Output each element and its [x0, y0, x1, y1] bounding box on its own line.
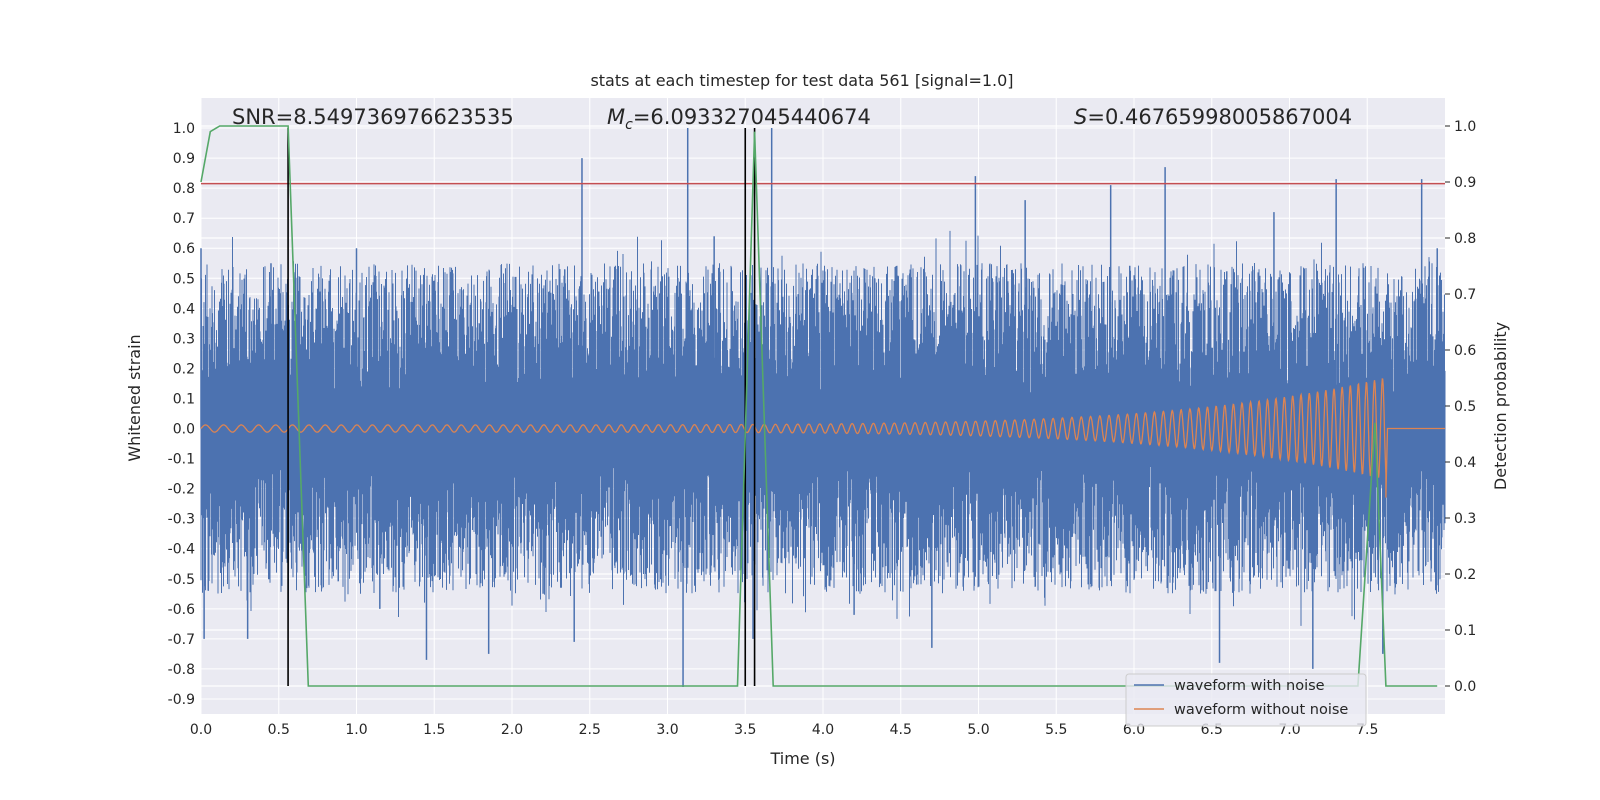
y-axis-label-right: Detection probability [1491, 322, 1510, 490]
y-right-tick-label: 0.8 [1454, 231, 1476, 247]
legend-label-noise: waveform with noise [1174, 678, 1325, 694]
y-tick-label: -0.3 [168, 512, 195, 528]
axis-ticks: 0.0 0.5 1.0 1.5 2.0 2.5 3.0 3.5 4.0 4.5 5.0 5.5 6.0 6… [168, 119, 1477, 738]
y-tick-label: -0.7 [168, 632, 195, 648]
y-axis-label: Whitened strain [125, 334, 144, 461]
chirp-path [200, 378, 1445, 498]
y-tick-label: 0.6 [173, 241, 195, 257]
y-tick-label: -0.8 [168, 662, 195, 678]
y-right-tick-label: 0.7 [1454, 287, 1476, 303]
legend: waveform with noise waveform without noi… [1125, 673, 1367, 727]
x-tick-label: 3.5 [734, 722, 756, 738]
y-tick-label: 1.0 [173, 121, 195, 137]
y-tick-label: -0.6 [168, 602, 195, 618]
y-right-tick-label: 0.3 [1454, 511, 1476, 527]
x-tick-label: 5.5 [1045, 722, 1067, 738]
y-right-tick-label: 0.1 [1454, 623, 1476, 639]
x-tick-label: 4.5 [890, 722, 912, 738]
y-tick-label: 0.5 [173, 271, 195, 287]
y-right-tick-label: 0.0 [1454, 679, 1476, 695]
y-tick-label: 0.3 [173, 331, 195, 347]
waveform-with-noise-line [200, 128, 1446, 687]
y-right-tick-label: 0.5 [1454, 399, 1476, 415]
x-tick-label: 2.5 [579, 722, 601, 738]
x-tick-label: 5.0 [967, 722, 989, 738]
x-tick-label: 3.0 [656, 722, 678, 738]
x-tick-label: 4.0 [812, 722, 834, 738]
y-tick-label: 0.2 [173, 361, 195, 377]
chirp-mass-subscript: c [625, 117, 633, 133]
y-right-tick-label: 0.6 [1454, 343, 1476, 359]
chirp-mass-stat: Mc=6.093327045440674 [607, 105, 871, 133]
y-tick-label: 0.9 [173, 151, 195, 167]
s-symbol: S [1074, 105, 1087, 129]
y-right-tick-label: 0.2 [1454, 567, 1476, 583]
chirp-mass-value: =6.093327045440674 [633, 105, 871, 129]
x-tick-label: 0.5 [268, 722, 290, 738]
s-stat: S=0.46765998005867004 [1074, 105, 1352, 129]
y-tick-label: -0.9 [168, 692, 195, 708]
y-right-tick-label: 0.9 [1454, 175, 1476, 191]
y-tick-label: -0.1 [168, 452, 195, 468]
y-tick-label: -0.4 [168, 542, 195, 558]
waveform-without-noise-line [200, 378, 1445, 498]
y-tick-label: 0.8 [173, 181, 195, 197]
y-tick-label: -0.2 [168, 482, 195, 498]
x-tick-label: 0.0 [190, 722, 212, 738]
x-axis-label: Time (s) [769, 749, 835, 768]
chirp-mass-symbol: M [607, 105, 625, 129]
x-tick-label: 1.0 [345, 722, 367, 738]
y-tick-label: 0.0 [173, 422, 195, 438]
y-tick-label: -0.5 [168, 572, 195, 588]
x-tick-label: 1.5 [423, 722, 445, 738]
legend-box [1125, 673, 1367, 727]
chart-title: stats at each timestep for test data 561… [590, 71, 1013, 90]
x-tick-label: 2.0 [501, 722, 523, 738]
y-right-tick-label: 0.4 [1454, 455, 1476, 471]
y-tick-label: 0.7 [173, 211, 195, 227]
marker-lines [287, 128, 756, 686]
y-tick-label: 0.1 [173, 391, 195, 407]
y-tick-label: 0.4 [173, 301, 195, 317]
y-right-tick-label: 1.0 [1454, 119, 1476, 135]
legend-label-clean: waveform without noise [1174, 702, 1348, 718]
s-value: =0.46765998005867004 [1087, 105, 1352, 129]
probability-path [200, 125, 1438, 687]
detection-probability-line [200, 125, 1438, 687]
snr-stat: SNR=8.549736976623535 [232, 105, 514, 129]
